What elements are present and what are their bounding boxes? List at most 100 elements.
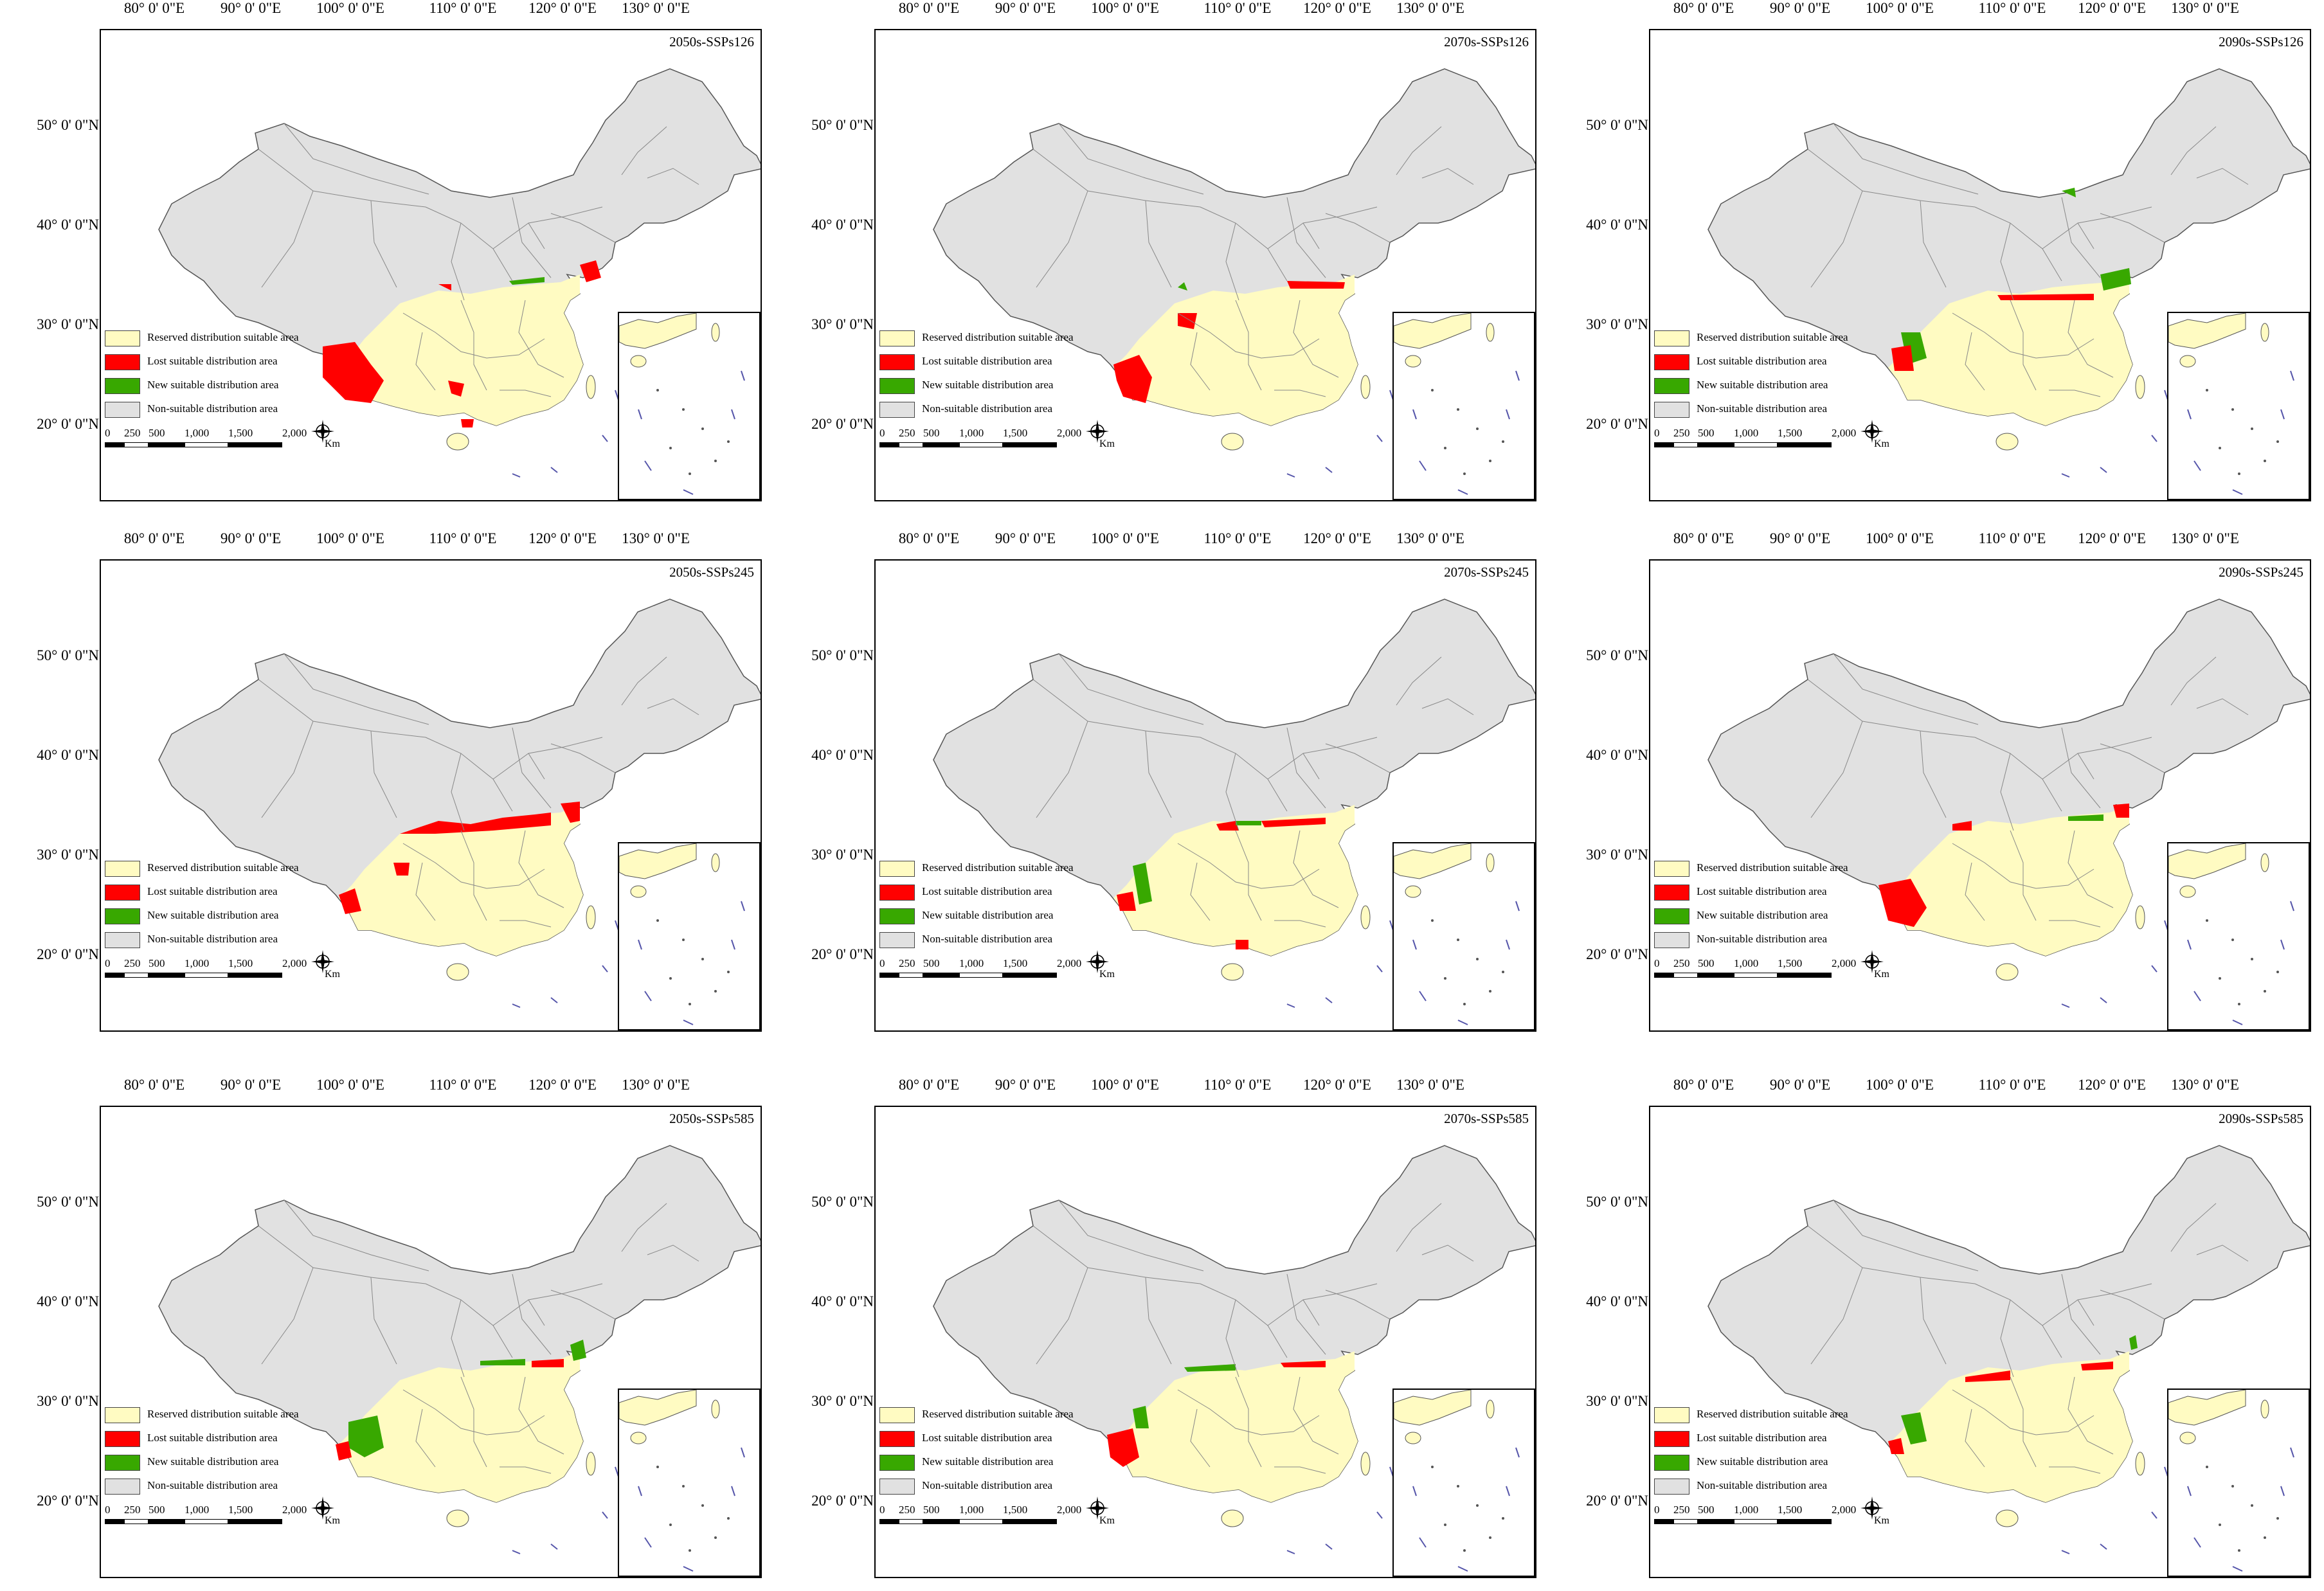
- longitude-label: 90° 0' 0"E: [1769, 530, 1831, 546]
- legend-swatch: [879, 885, 915, 901]
- scale-segment: [923, 973, 959, 978]
- legend-label: Non-suitable distribution area: [922, 1479, 1053, 1491]
- sea-boundary-dash: [2061, 1550, 2070, 1554]
- longitude-label: 100° 0' 0"E: [1091, 0, 1159, 16]
- longitude-label: 90° 0' 0"E: [995, 530, 1056, 546]
- scale-tick-label: 1,000: [1734, 1504, 1759, 1516]
- inset-hainan: [1405, 885, 1421, 898]
- province-boundary: [2042, 1283, 2152, 1326]
- inset-mainland: [618, 843, 697, 879]
- compass-needle-ew: [311, 960, 334, 964]
- inset-taiwan: [2260, 853, 2269, 872]
- new-suitable-region: [480, 1359, 525, 1365]
- latitude-label: 20° 0' 0"N: [811, 416, 874, 432]
- map-panel: 80° 0' 0"E 90° 0' 0"E 100° 0' 0"E 110° 0' 0…: [0, 0, 771, 514]
- inset-island-dot: [1444, 977, 1446, 980]
- inset-boundary-dash: [638, 409, 642, 420]
- legend-label: Non-suitable distribution area: [147, 933, 278, 945]
- province-boundary: [284, 123, 429, 195]
- scale-segment: [185, 1519, 228, 1524]
- panel-title: 2090s-SSPs585: [2219, 1111, 2303, 1126]
- province-boundary: [512, 1273, 552, 1355]
- inset-boundary-dash: [2280, 1486, 2285, 1497]
- inset-map: [1393, 843, 1520, 1025]
- scale-tick-label: 2,000: [282, 427, 307, 439]
- longitude-label: 80° 0' 0"E: [898, 530, 960, 546]
- province-boundary: [2100, 1290, 2165, 1320]
- south-china-sea-inset: [2167, 1389, 2310, 1577]
- legend-swatch: [879, 1431, 915, 1447]
- longitude-label: 100° 0' 0"E: [1091, 530, 1159, 546]
- inset-island-dot: [701, 427, 704, 430]
- inset-boundary-dash: [2187, 1486, 2192, 1497]
- latitude-label: 30° 0' 0"N: [37, 1393, 99, 1409]
- scale-tick-label: 1,000: [185, 1504, 210, 1516]
- inset-mainland: [2168, 312, 2246, 349]
- scale-segment: [1673, 973, 1698, 978]
- province-boundary: [1807, 1225, 1976, 1284]
- province-boundary: [1325, 1290, 1391, 1320]
- map-frame: 2090s-SSPs585 Reserved distribution suita…: [1649, 1106, 2311, 1578]
- province-boundary: [1302, 222, 1320, 249]
- inset-boundary-dash: [1506, 939, 1510, 950]
- inset-boundary-dash: [683, 489, 694, 495]
- latitude-label: 50° 0' 0"N: [1586, 1194, 1648, 1210]
- province-boundary: [2049, 920, 2101, 928]
- new-suitable-region: [1178, 282, 1187, 291]
- inset-boundary-dash: [1419, 991, 1427, 1002]
- province-boundary: [528, 222, 545, 249]
- inset-island-dot: [1457, 408, 1459, 411]
- sea-boundary-dash: [550, 997, 558, 1003]
- scale-tick-label: 250: [899, 427, 915, 439]
- longitude-label: 130° 0' 0"E: [622, 0, 690, 16]
- lost-suitable-region: [1891, 345, 1914, 371]
- longitude-label: 120° 0' 0"E: [1303, 530, 1371, 546]
- scale-segment: [124, 973, 149, 978]
- legend-label: Reserved distribution suitable area: [1697, 1408, 1848, 1420]
- province-boundary: [1965, 862, 1985, 921]
- province-boundary: [2000, 753, 2014, 831]
- latitude-label: 40° 0' 0"N: [811, 1293, 874, 1309]
- china-map: [158, 598, 761, 1008]
- inset-island-dot: [656, 919, 659, 922]
- scale-tick-label: 500: [149, 1504, 165, 1516]
- scale-segment: [1734, 973, 1778, 978]
- province-boundary: [528, 1299, 545, 1326]
- legend-swatch: [1654, 402, 1689, 418]
- province-boundary: [258, 679, 426, 738]
- province-boundary: [1807, 148, 1976, 208]
- inset-boundary-dash: [683, 1020, 694, 1025]
- scale-tick-label: 500: [923, 1504, 940, 1516]
- inset-island-dot: [1444, 447, 1446, 449]
- south-china-sea-inset: [618, 842, 761, 1030]
- scale-segment: [1698, 973, 1734, 978]
- inset-hainan: [630, 885, 647, 898]
- inset-boundary-dash: [1412, 939, 1417, 950]
- scale-segment: [149, 1519, 185, 1524]
- inset-boundary-dash: [1515, 901, 1520, 912]
- province-boundary: [500, 920, 552, 928]
- map-panel: 80° 0' 0"E 90° 0' 0"E 100° 0' 0"E 110° 0' 0…: [0, 1077, 771, 1591]
- scale-bar: 0 250 500 1,000 1,500 2,000 Km: [1654, 1504, 1889, 1536]
- scale-segment: [879, 1519, 899, 1524]
- longitude-label: 120° 0' 0"E: [528, 1077, 597, 1093]
- scale-tick-label: 1,000: [959, 957, 984, 969]
- longitude-label: 110° 0' 0"E: [429, 530, 497, 546]
- province-boundary: [1810, 1267, 1863, 1365]
- scale-segment: [923, 442, 959, 447]
- inset-hainan: [2179, 885, 2196, 898]
- inset-boundary-dash: [741, 370, 745, 381]
- province-boundary: [621, 656, 667, 706]
- legend-swatch: [879, 330, 915, 346]
- map-frame: 2070s-SSPs585 Reserved distribution suita…: [874, 1106, 1536, 1578]
- compass-rose-icon: [310, 949, 336, 978]
- inset-boundary-dash: [638, 1486, 642, 1497]
- inset-boundary-dash: [2280, 939, 2285, 950]
- sea-boundary-dash: [1325, 1543, 1333, 1550]
- legend-swatch: [105, 861, 140, 877]
- inset-boundary-dash: [2193, 1537, 2201, 1548]
- legend-swatch: [879, 402, 915, 418]
- inset-island-dot: [1463, 1549, 1466, 1552]
- province-boundary: [2100, 743, 2165, 773]
- province-boundary: [2042, 737, 2152, 780]
